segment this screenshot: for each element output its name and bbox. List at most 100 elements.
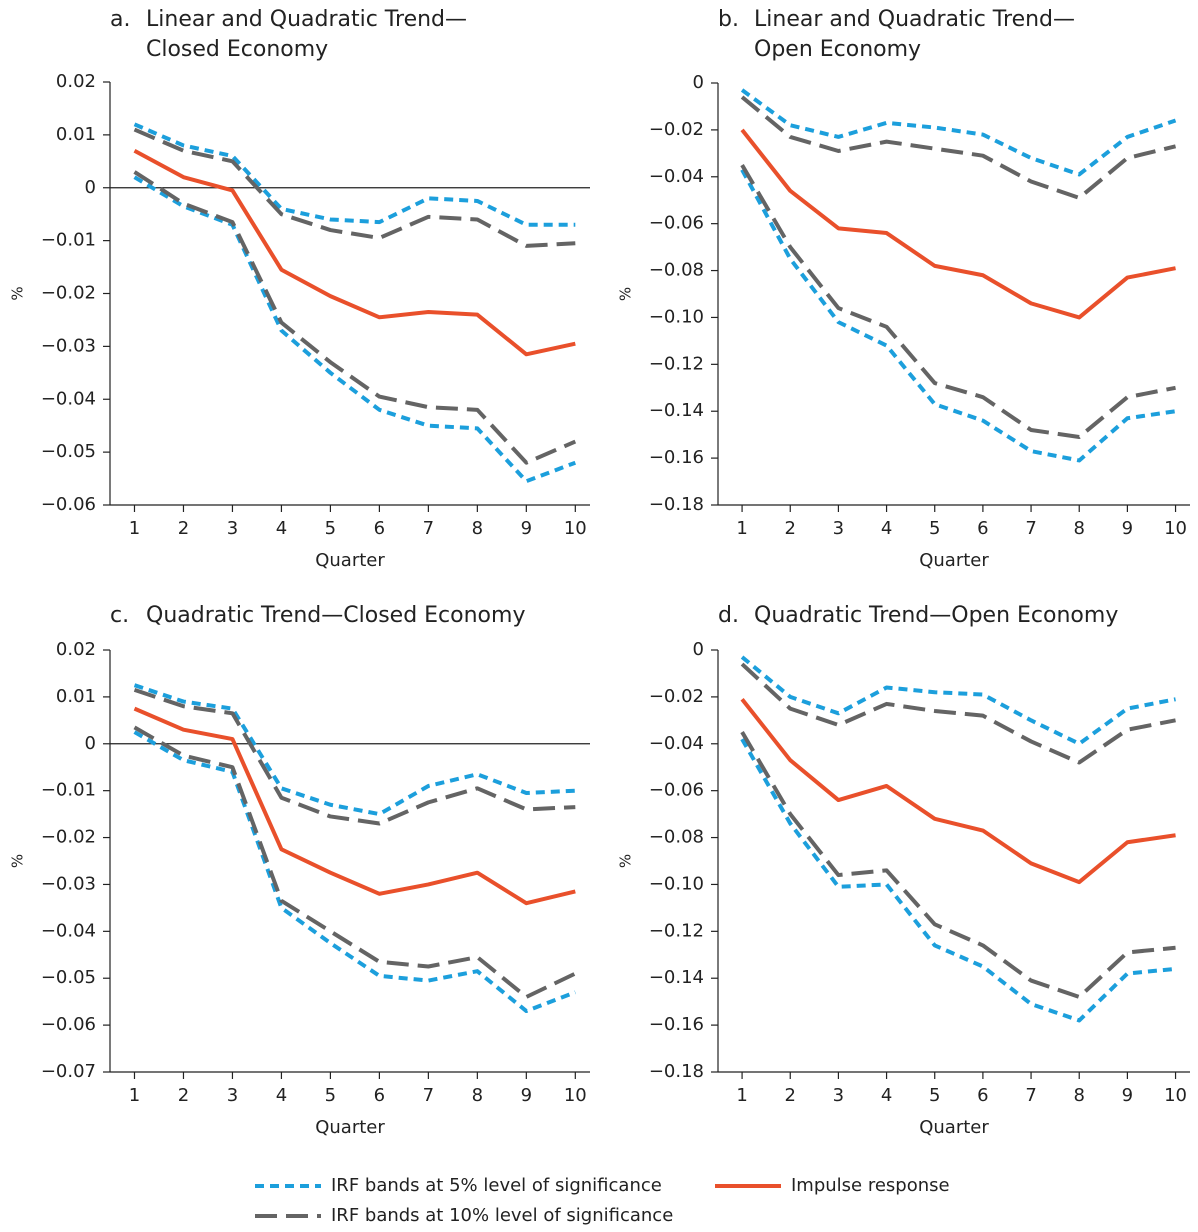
x-tick-label: 5 bbox=[929, 518, 940, 539]
x-tick-label: 9 bbox=[1122, 1085, 1133, 1106]
x-tick-label: 2 bbox=[785, 1085, 796, 1106]
y-tick-label: −0.02 bbox=[41, 283, 96, 304]
legend-label: Impulse response bbox=[791, 1175, 950, 1196]
irf-line bbox=[133, 122, 576, 227]
y-tick-label: −0.14 bbox=[649, 400, 704, 421]
y-tick-label: 0 bbox=[693, 639, 704, 660]
x-tick-label: 5 bbox=[325, 1085, 336, 1106]
irf-line bbox=[133, 730, 577, 1014]
y-tick-label: −0.05 bbox=[41, 967, 96, 988]
legend-label: IRF bands at 10% level of significance bbox=[331, 1205, 673, 1226]
irf-line bbox=[133, 175, 577, 484]
x-tick-label: 4 bbox=[276, 518, 287, 539]
y-axis-label: % bbox=[617, 854, 635, 868]
y-tick-label: −0.01 bbox=[41, 780, 96, 801]
y-tick-label: −0.12 bbox=[649, 920, 704, 941]
x-tick-label: 3 bbox=[833, 1085, 844, 1106]
x-axis-label: Quarter bbox=[315, 550, 385, 571]
y-tick-label: −0.04 bbox=[649, 733, 704, 754]
x-tick-label: 3 bbox=[227, 518, 238, 539]
y-tick-label: −0.10 bbox=[649, 873, 704, 894]
irf-line bbox=[740, 731, 1176, 999]
irf-line bbox=[740, 697, 1176, 885]
y-tick-label: −0.04 bbox=[649, 166, 704, 187]
x-axis-label: Quarter bbox=[919, 1117, 989, 1138]
x-tick-label: 4 bbox=[276, 1085, 287, 1106]
x-tick-label: 8 bbox=[1073, 1085, 1084, 1106]
y-tick-label: −0.02 bbox=[649, 119, 704, 140]
x-tick-label: 1 bbox=[129, 1085, 140, 1106]
irf-line bbox=[740, 655, 1176, 746]
legend-label: IRF bands at 5% level of significance bbox=[331, 1175, 662, 1196]
panel-title: Linear and Quadratic Trend— bbox=[146, 7, 467, 32]
panel-label: b. bbox=[718, 7, 739, 32]
panel-title: Closed Economy bbox=[146, 37, 328, 62]
panel-label: d. bbox=[718, 603, 739, 628]
y-tick-label: −0.04 bbox=[41, 920, 96, 941]
y-tick-label: −0.02 bbox=[649, 686, 704, 707]
x-axis-label: Quarter bbox=[919, 550, 989, 571]
irf-line bbox=[133, 148, 576, 357]
irf-line bbox=[133, 706, 576, 906]
x-tick-label: 4 bbox=[881, 518, 892, 539]
y-axis-label: % bbox=[9, 286, 27, 300]
irf-line bbox=[740, 738, 1176, 1023]
irf-line bbox=[133, 725, 577, 999]
panel-label: a. bbox=[110, 7, 130, 32]
x-tick-label: 8 bbox=[472, 518, 483, 539]
x-tick-label: 7 bbox=[423, 518, 434, 539]
x-tick-label: 1 bbox=[736, 1085, 747, 1106]
y-tick-label: 0.02 bbox=[56, 71, 96, 92]
irf-line bbox=[740, 88, 1177, 177]
y-tick-label: 0 bbox=[693, 72, 704, 93]
x-tick-label: 7 bbox=[1025, 1085, 1036, 1106]
y-tick-label: 0 bbox=[85, 177, 96, 198]
x-tick-label: 7 bbox=[1025, 518, 1036, 539]
y-tick-label: −0.02 bbox=[41, 827, 96, 848]
x-tick-label: 10 bbox=[1164, 518, 1187, 539]
irf-line bbox=[740, 662, 1176, 765]
y-tick-label: −0.10 bbox=[649, 306, 704, 327]
x-tick-label: 1 bbox=[129, 518, 140, 539]
x-tick-label: 10 bbox=[564, 1085, 587, 1106]
x-tick-label: 8 bbox=[472, 1085, 483, 1106]
y-tick-label: −0.16 bbox=[649, 1014, 704, 1035]
y-tick-label: −0.06 bbox=[649, 213, 704, 234]
y-tick-label: −0.01 bbox=[41, 230, 96, 251]
irf-line bbox=[133, 170, 577, 465]
y-tick-label: −0.18 bbox=[649, 494, 704, 515]
irf-line bbox=[740, 164, 1176, 440]
x-tick-label: 9 bbox=[521, 518, 532, 539]
irf-line bbox=[133, 683, 576, 817]
y-tick-label: −0.03 bbox=[41, 335, 96, 356]
x-tick-label: 6 bbox=[374, 518, 385, 539]
irf-line bbox=[133, 687, 576, 826]
x-tick-label: 4 bbox=[881, 1085, 892, 1106]
y-tick-label: −0.16 bbox=[649, 447, 704, 468]
y-tick-label: −0.04 bbox=[41, 388, 96, 409]
x-tick-label: 2 bbox=[178, 518, 189, 539]
y-tick-label: 0.02 bbox=[56, 639, 96, 660]
x-tick-label: 10 bbox=[564, 518, 587, 539]
panel-title: Quadratic Trend—Closed Economy bbox=[146, 603, 525, 628]
y-axis-label: % bbox=[617, 287, 635, 301]
y-axis-label: % bbox=[9, 854, 27, 868]
y-tick-label: 0 bbox=[85, 733, 96, 754]
y-tick-label: 0.01 bbox=[56, 686, 96, 707]
x-tick-label: 3 bbox=[833, 518, 844, 539]
y-tick-label: −0.06 bbox=[41, 1014, 96, 1035]
x-tick-label: 6 bbox=[977, 518, 988, 539]
panel-title: Linear and Quadratic Trend— bbox=[754, 7, 1075, 32]
y-tick-label: −0.07 bbox=[41, 1061, 96, 1082]
irf-line bbox=[740, 128, 1176, 320]
x-tick-label: 9 bbox=[521, 1085, 532, 1106]
x-tick-label: 8 bbox=[1073, 518, 1084, 539]
y-tick-label: −0.03 bbox=[41, 873, 96, 894]
x-tick-label: 2 bbox=[785, 518, 796, 539]
y-tick-label: −0.05 bbox=[41, 441, 96, 462]
x-tick-label: 6 bbox=[977, 1085, 988, 1106]
y-tick-label: −0.12 bbox=[649, 353, 704, 374]
irf-line bbox=[133, 127, 576, 248]
y-tick-label: 0.01 bbox=[56, 124, 96, 145]
